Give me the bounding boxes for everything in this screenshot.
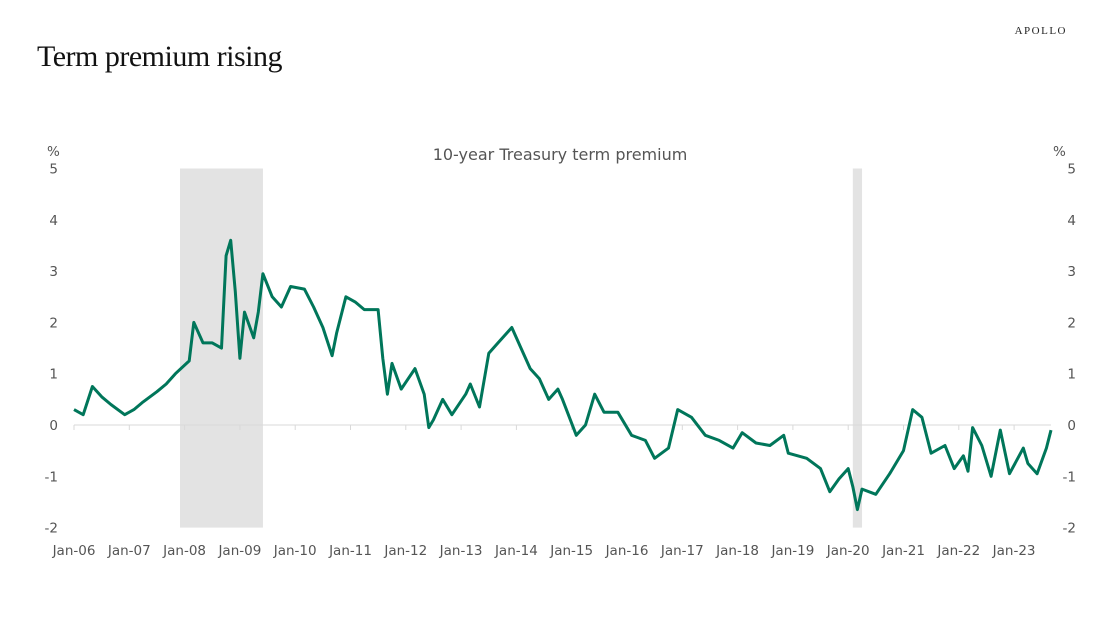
chart-title: 10-year Treasury term premium [433,145,688,164]
x-tick-label: Jan-11 [328,543,372,559]
x-tick-label: Jan-08 [162,543,206,559]
y-tick-label-right: 4 [1067,213,1076,229]
y-tick-label-left: 3 [49,264,58,280]
x-tick-label: Jan-12 [383,543,427,559]
x-tick-label: Jan-17 [660,543,704,559]
y-tick-label-right: 1 [1067,367,1076,383]
x-tick-label: Jan-23 [992,543,1036,559]
y-axis-unit-right: % [1053,144,1066,160]
y-tick-label-left: 0 [49,418,58,434]
y-tick-label-left: 2 [49,315,58,331]
x-tick-label: Jan-09 [217,543,261,559]
x-tick-label: Jan-22 [936,543,980,559]
y-tick-label-right: 0 [1067,418,1076,434]
y-tick-label-right: 2 [1067,315,1076,331]
x-tick-label: Jan-06 [52,543,96,559]
y-tick-label-left: 5 [49,162,58,178]
y-axis-unit-left: % [47,144,60,160]
x-tick-label: Jan-13 [439,543,483,559]
y-tick-label-right: -1 [1063,469,1076,485]
y-tick-label-right: 3 [1067,264,1076,280]
y-tick-label-left: 4 [49,213,58,229]
apollo-logo: APOLLO [1014,25,1067,37]
y-tick-label-left: -1 [45,469,58,485]
x-tick-label: Jan-16 [605,543,649,559]
y-tick-label-left: -2 [45,521,58,537]
x-tick-label: Jan-10 [273,543,317,559]
page-title: Term premium rising [37,40,283,73]
y-tick-label-right: -2 [1063,521,1076,537]
x-tick-label: Jan-20 [826,543,870,559]
x-tick-label: Jan-19 [770,543,814,559]
y-tick-label-left: 1 [49,367,58,383]
x-tick-label: Jan-18 [715,543,759,559]
recession-band [852,168,863,528]
x-tick-label: Jan-14 [494,543,538,559]
y-tick-label-right: 5 [1067,162,1076,178]
x-tick-label: Jan-15 [549,543,593,559]
x-tick-label: Jan-21 [881,543,925,559]
x-tick-label: Jan-07 [107,543,151,559]
series-line [73,238,1053,512]
